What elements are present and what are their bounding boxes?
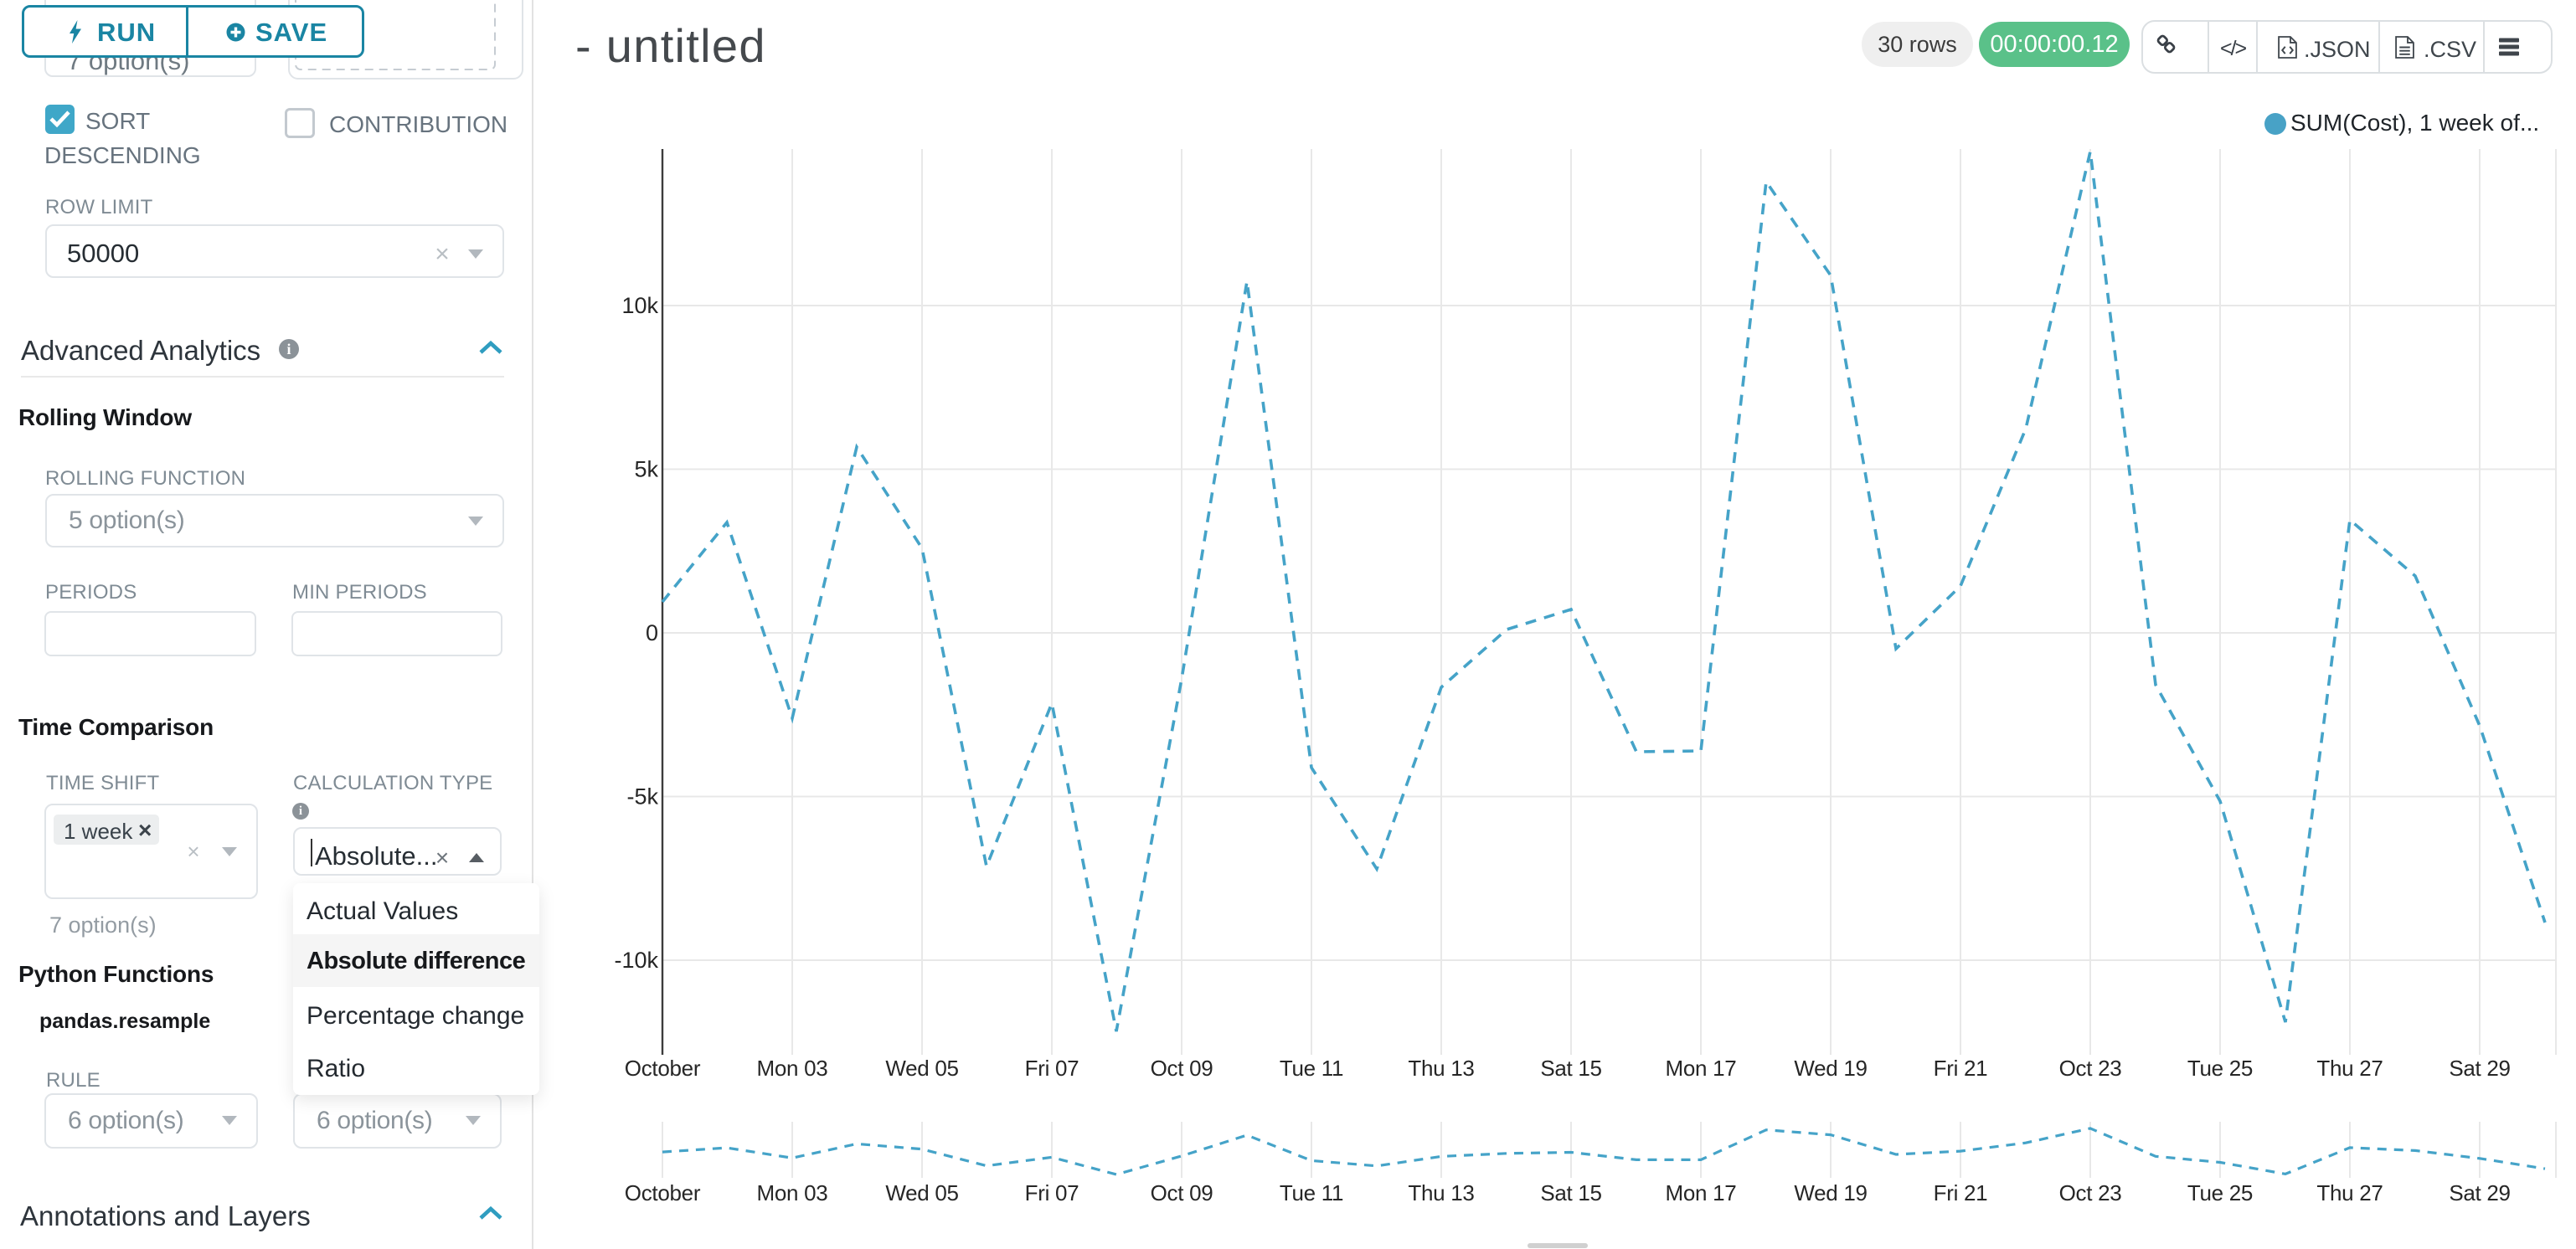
svg-text:Thu 27: Thu 27 [2316, 1180, 2383, 1205]
svg-text:Oct 23: Oct 23 [2059, 1180, 2122, 1205]
svg-text:Tue 11: Tue 11 [1280, 1180, 1343, 1205]
svg-text:-10k: -10k [614, 948, 658, 973]
svg-text:Thu 27: Thu 27 [2316, 1056, 2383, 1081]
svg-text:Oct 23: Oct 23 [2059, 1056, 2122, 1081]
svg-text:10k: 10k [621, 293, 658, 318]
svg-text:Fri 07: Fri 07 [1025, 1056, 1079, 1081]
svg-text:Mon 03: Mon 03 [757, 1180, 828, 1205]
svg-text:Fri 21: Fri 21 [1934, 1180, 1988, 1205]
svg-text:October: October [625, 1056, 701, 1081]
svg-text:Tue 25: Tue 25 [2187, 1180, 2253, 1205]
svg-text:Tue 25: Tue 25 [2187, 1056, 2253, 1081]
svg-text:Fri 21: Fri 21 [1934, 1056, 1988, 1081]
svg-text:Thu 13: Thu 13 [1408, 1056, 1474, 1081]
svg-text:Sat 15: Sat 15 [1540, 1180, 1601, 1205]
svg-text:Wed 05: Wed 05 [885, 1180, 958, 1205]
svg-text:Sat 29: Sat 29 [2449, 1056, 2510, 1081]
svg-text:Mon 17: Mon 17 [1666, 1056, 1737, 1081]
svg-text:Wed 19: Wed 19 [1794, 1056, 1867, 1081]
svg-text:Wed 05: Wed 05 [885, 1056, 958, 1081]
svg-text:Wed 19: Wed 19 [1794, 1180, 1867, 1205]
svg-text:October: October [625, 1180, 701, 1205]
svg-text:Mon 17: Mon 17 [1666, 1180, 1737, 1205]
svg-text:Sat 15: Sat 15 [1540, 1056, 1601, 1081]
svg-text:Oct 09: Oct 09 [1151, 1180, 1213, 1205]
svg-text:5k: 5k [634, 457, 658, 482]
svg-text:0: 0 [646, 620, 658, 645]
svg-text:Oct 09: Oct 09 [1151, 1056, 1213, 1081]
svg-text:Thu 13: Thu 13 [1408, 1180, 1474, 1205]
svg-text:Fri 07: Fri 07 [1025, 1180, 1079, 1205]
svg-text:Tue 11: Tue 11 [1280, 1056, 1343, 1081]
svg-text:Mon 03: Mon 03 [757, 1056, 828, 1081]
svg-text:Sat 29: Sat 29 [2449, 1180, 2510, 1205]
svg-text:-5k: -5k [626, 784, 658, 810]
